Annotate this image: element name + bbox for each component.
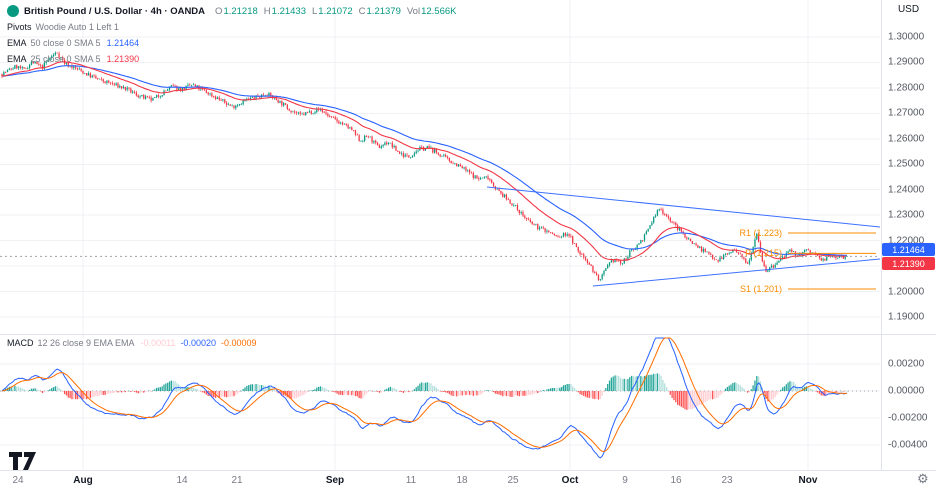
macd-hist-value: -0.00011 [140,338,176,348]
ohlc-open: O1.21218 [215,6,258,17]
open-value: 1.21218 [223,5,258,17]
settings-gear-icon[interactable]: ⚙ [917,471,929,486]
time-axis[interactable]: 24 Aug 14 21 Sep 11 18 25 Oct 9 16 23 Nov [0,470,936,490]
close-label: C [358,5,366,17]
macd-axis-label: -0.00400 [888,439,928,451]
time-axis-label: 9 [622,475,628,486]
time-axis-label: Sep [325,475,345,486]
indicator-legend-pivots[interactable]: Pivots Woodie Auto 1 Left 1 [7,22,125,32]
ema50-params: 50 close 0 SMA 5 [30,38,101,48]
price-axis-label: 1.28000 [888,82,925,94]
pivot-label[interactable]: S1 (1.201) [739,283,782,294]
ema50-price-tag: 1.21464 [882,243,935,256]
time-axis-label: 14 [176,475,188,486]
indicator-legend-ema50[interactable]: EMA 50 close 0 SMA 5 1.21464 [7,38,139,48]
symbol-info-legend[interactable]: British Pound / U.S. Dollar · 4h · OANDA… [7,5,456,17]
ohlc-close: C1.21379 [359,6,401,17]
price-axis-label: 1.19000 [888,311,925,323]
symbol-title[interactable]: British Pound / U.S. Dollar · 4h · OANDA [24,5,206,17]
time-axis-label: 25 [507,475,519,486]
high-label: H [263,5,271,17]
pivot-label[interactable]: P (1.215) [745,248,782,259]
price-axis-label: 1.24000 [888,184,925,196]
price-axis[interactable]: 1.30000 1.29000 1.28000 1.27000 1.26000 1.250… [882,0,936,470]
time-axis-label: Nov [798,475,818,486]
ohlc-high: H1.21433 [264,6,306,17]
indicator-legend-ema25[interactable]: EMA 25 close 0 SMA 5 1.21390 [7,54,139,64]
currency-unit-button[interactable]: USD [897,4,920,15]
pivot-label[interactable]: R1 (1.223) [739,227,782,238]
price-axis-label: 1.25000 [888,158,925,170]
symbol-logo-icon [7,5,19,17]
price-axis-label: 1.22000 [888,235,925,247]
price-axis-label: 1.27000 [888,107,925,119]
time-axis-label: 21 [231,475,243,486]
price-axis-label: 1.29000 [888,56,925,68]
macd-line-value: -0.00020 [180,338,216,348]
ema50-value: 1.21464 [106,38,140,48]
macd-axis-label: 0.00200 [888,358,925,370]
indicator-legend-macd[interactable]: MACD 12 26 close 9 EMA EMA -0.00011 -0.0… [7,338,257,348]
volume-label: Vol [406,5,421,17]
pivots-name[interactable]: Pivots [7,22,32,32]
high-value: 1.21433 [271,5,306,17]
volume: Vol12.566K [407,6,457,17]
price-axis-label: 1.30000 [888,31,925,43]
ema50-name[interactable]: EMA [7,38,27,48]
pivots-params: Woodie Auto 1 Left 1 [35,22,119,32]
ema25-params: 25 close 0 SMA 5 [30,54,101,64]
tradingview-logo[interactable] [8,451,38,476]
price-axis-label: 1.20000 [888,286,925,297]
macd-axis-label: 0.00000 [888,385,925,397]
time-axis-label: 23 [721,475,733,486]
volume-value: 12.566K [421,5,457,17]
price-axis-separator [881,0,882,470]
macd-name[interactable]: MACD [7,338,34,348]
macd-signal-value: -0.00009 [220,338,257,348]
close-value: 1.21379 [366,5,401,17]
macd-params: 12 26 close 9 EMA EMA [37,338,135,348]
time-axis-label: Aug [73,475,93,486]
price-axis-label: 1.26000 [888,133,925,145]
ema25-name[interactable]: EMA [7,54,27,64]
ema25-value: 1.21390 [106,54,140,64]
time-axis-label: 18 [456,475,468,486]
macd-axis-label: -0.00200 [888,412,928,424]
low-label: L [312,5,318,17]
price-axis-label: 1.23000 [888,209,925,221]
open-label: O [215,5,223,17]
tradingview-logo-icon [9,452,36,470]
pane-separator[interactable] [0,334,936,335]
time-axis-label: 24 [12,475,24,486]
ohlc-low: L1.21072 [312,6,353,17]
low-value: 1.21072 [318,5,353,17]
time-axis-label: Oct [561,475,579,486]
time-axis-label: 11 [405,475,417,486]
time-axis-label: 16 [670,475,682,486]
ema25-price-tag: 1.21390 [882,257,935,270]
